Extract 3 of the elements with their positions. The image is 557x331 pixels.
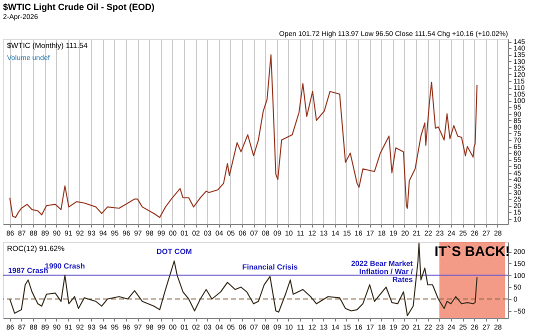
- line-series: [9, 54, 478, 218]
- chart-title: $WTIC Light Crude Oil - Spot (EOD): [3, 2, 154, 12]
- band-label: IT`S BACK!: [434, 243, 510, 259]
